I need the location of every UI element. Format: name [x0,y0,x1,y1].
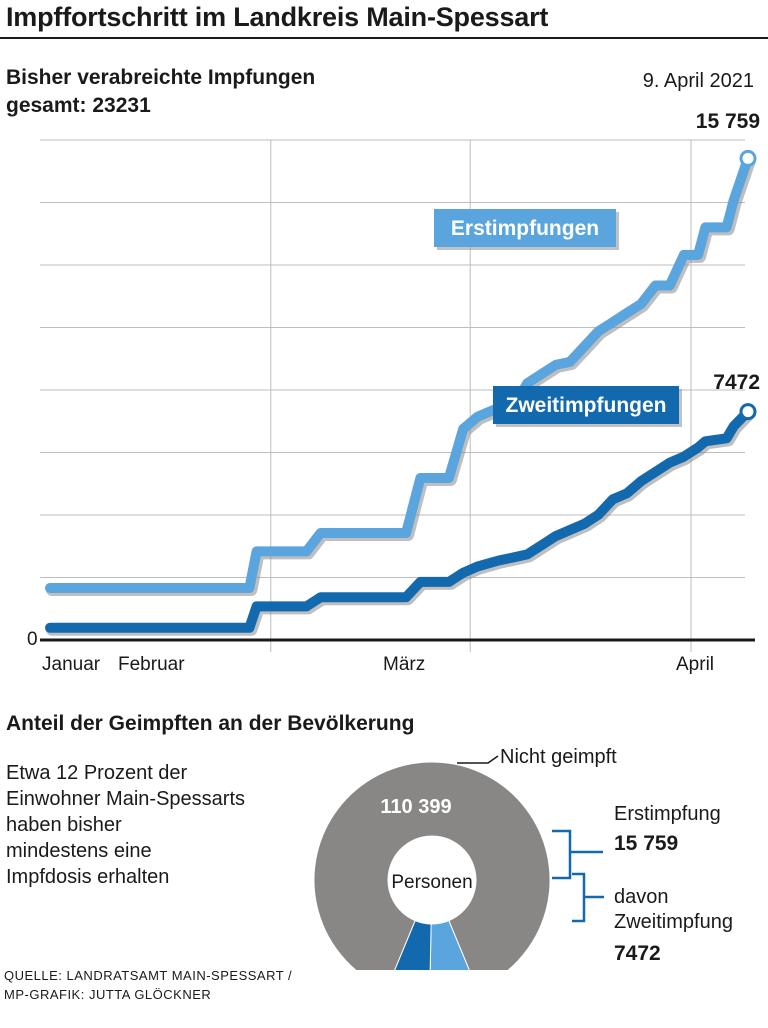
series-label-box [493,386,679,424]
series-line [45,406,753,633]
annotation-first-label: Erstimpfung [614,803,721,825]
chart-subtitle-line1: Bisher verabreichte Impfungen [6,66,316,89]
source-line1: QUELLE: LANDRATSAMT MAIN-SPESSART / [4,968,293,983]
series-line [45,153,753,593]
annotation-first-value: 15 759 [614,832,678,855]
chart-series [45,149,757,636]
chart-date: 9. April 2021 [642,70,754,92]
donut-slice-not-vaccinated [313,761,551,970]
bracket-first-dose [552,829,572,880]
pie-description-line: Einwohner Main-Spessarts [6,788,245,810]
annotation-second-value: 7472 [614,942,661,965]
bracket-second-dose [572,872,586,923]
pie-description: Etwa 12 Prozent der Einwohner Main-Spess… [6,760,276,890]
page-title: Impffortschritt im Landkreis Main-Spessa… [6,2,549,32]
pie-description-line: haben bisher [6,814,122,836]
donut-slice-second-dose [394,920,432,970]
title-divider [0,37,768,39]
x-tick-label: Februar [118,654,185,675]
pie-description-line: Impfdosis erhalten [6,866,170,888]
donut-center-label: Personen [391,872,472,893]
annotation-second-label: Zweitimpfung [614,911,733,933]
pie-description-line: mindestens eine [6,840,152,862]
chart-subtitle: Bisher verabreichte Impfungen gesamt: 23… [6,64,315,120]
source-line2: MP-GRAFIK: JUTTA GLÖCKNER [4,987,212,1002]
pie-section-title: Anteil der Geimpften an der Bevölkerung [6,712,415,735]
series-shadow [46,154,756,596]
annotation-not-vaccinated: Nicht geimpft [500,746,617,768]
source-note: QUELLE: LANDRATSAMT MAIN-SPESSART / MP-G… [4,966,292,1004]
x-tick-label: Januar [42,654,101,675]
series-end-value: 7472 [713,371,760,394]
series-name-label: Erstimpfungen [451,217,599,240]
series-name-label: Zweitimpfungen [506,394,667,417]
chart-subtitle-line2: gesamt: 23231 [6,94,151,117]
x-tick-label: April [676,654,714,675]
y-tick-label: 0 [27,629,38,650]
callout-line [457,755,499,764]
slice-value-label: 110 399 [380,796,451,818]
donut-chart: Personen 110 399 Nicht geimpft Erstimpfung 1… [313,746,733,970]
x-tick-label: März [383,654,425,675]
series-end-marker [739,403,757,421]
annotation-second-label: davon [614,886,669,908]
series-end-marker [739,149,757,167]
series-end-value: 15 759 [696,110,760,133]
pie-description-line: Etwa 12 Prozent der [6,762,188,784]
series-label-box [434,209,616,247]
donut-slice-first-dose [429,920,470,970]
